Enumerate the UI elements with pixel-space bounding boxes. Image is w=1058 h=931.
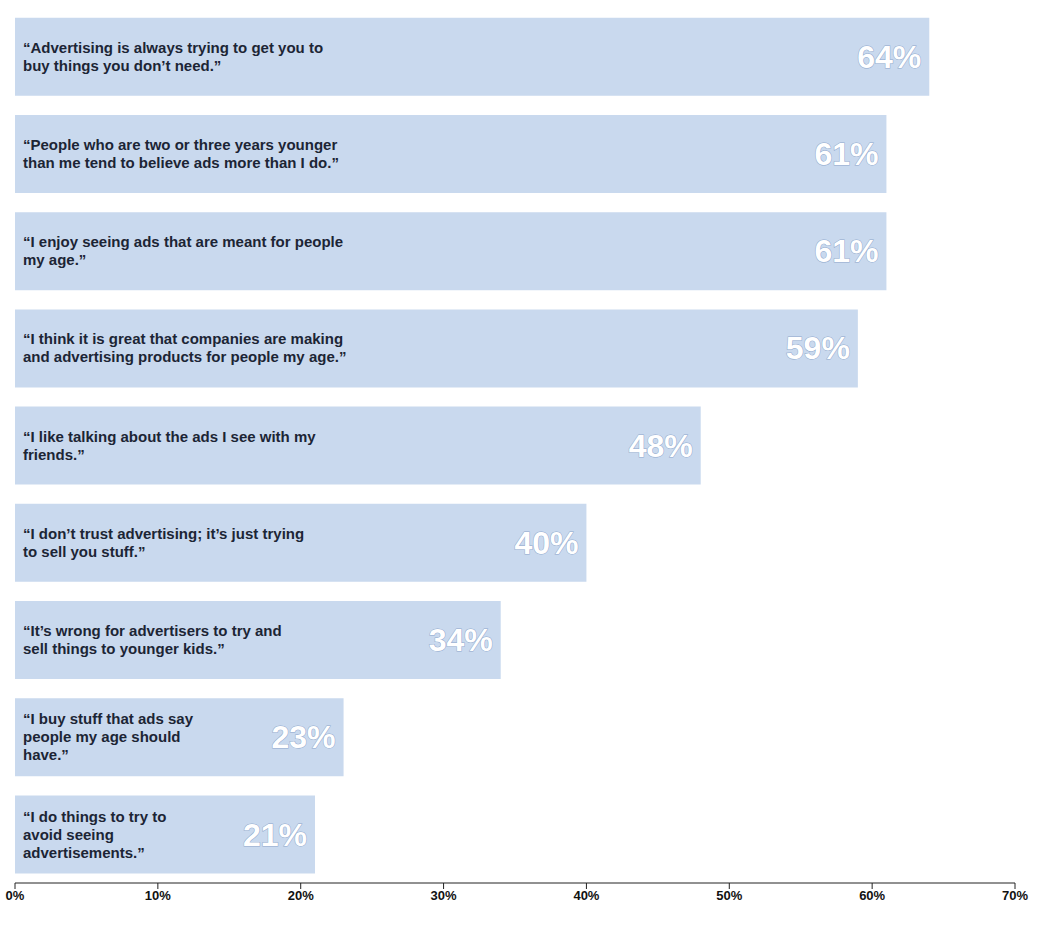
svg-text:61%: 61%: [814, 233, 878, 269]
svg-text:40%: 40%: [573, 888, 599, 903]
svg-text:59%: 59%: [786, 330, 850, 366]
svg-text:10%: 10%: [145, 888, 171, 903]
svg-text:23%: 23%: [272, 719, 336, 755]
svg-text:“People who are two or three y: “People who are two or three years young…: [23, 136, 339, 171]
svg-text:“I buy stuff that ads saypeopl: “I buy stuff that ads saypeople my age s…: [23, 710, 194, 763]
svg-text:60%: 60%: [859, 888, 885, 903]
svg-text:“I think it is great that comp: “I think it is great that companies are …: [23, 330, 346, 365]
svg-text:40%: 40%: [514, 525, 578, 561]
svg-text:64%: 64%: [857, 39, 921, 75]
svg-text:20%: 20%: [288, 888, 314, 903]
svg-text:“It’s wrong for advertisers to: “It’s wrong for advertisers to try andse…: [23, 622, 282, 657]
svg-text:0%: 0%: [6, 888, 25, 903]
svg-text:61%: 61%: [814, 136, 878, 172]
svg-text:70%: 70%: [1002, 888, 1028, 903]
svg-text:“I enjoy seeing ads that are m: “I enjoy seeing ads that are meant for p…: [23, 233, 343, 268]
svg-text:50%: 50%: [716, 888, 742, 903]
svg-text:34%: 34%: [429, 622, 493, 658]
svg-text:“I like talking about the ads: “I like talking about the ads I see with…: [23, 428, 316, 463]
svg-text:21%: 21%: [243, 817, 307, 853]
svg-text:30%: 30%: [431, 888, 457, 903]
svg-text:“I don’t trust advertising; it: “I don’t trust advertising; it’s just tr…: [23, 525, 304, 560]
svg-text:“Advertising is always trying: “Advertising is always trying to get you…: [23, 39, 323, 74]
svg-text:48%: 48%: [629, 428, 693, 464]
svg-text:“I do things to try toavoid se: “I do things to try toavoid seeingadvert…: [23, 808, 166, 861]
